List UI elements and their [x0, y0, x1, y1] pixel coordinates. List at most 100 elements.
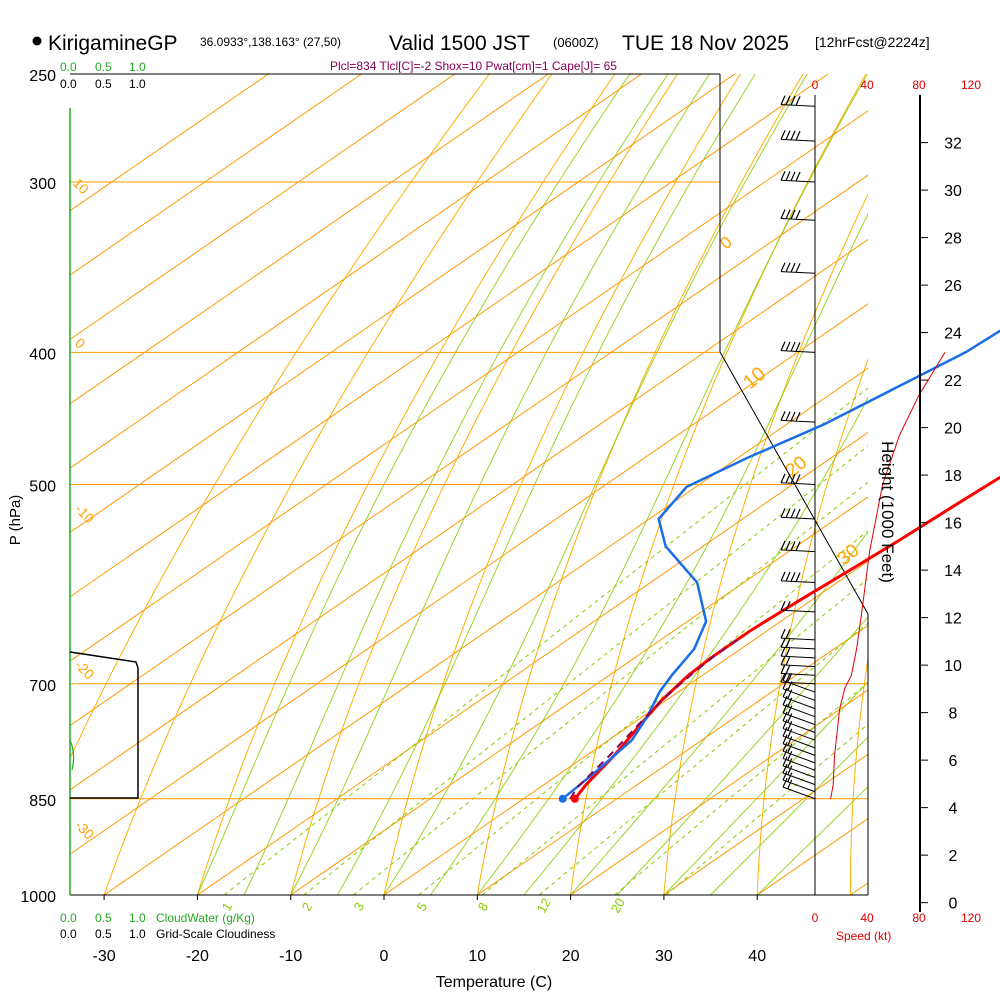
- wind-barb-flag: [785, 508, 791, 518]
- wind-barb-flag: [782, 734, 788, 744]
- surface-temperature-point: [570, 794, 579, 803]
- wind-barb-flag: [780, 209, 786, 219]
- height-tick-label: 30: [944, 183, 962, 200]
- isotherm-label: -30: [72, 817, 98, 843]
- wind-barb-flag: [782, 777, 788, 788]
- height-tick-label: 6: [949, 753, 958, 770]
- moist-adiabat-line: [710, 736, 868, 895]
- height-tick-label: 18: [944, 468, 962, 485]
- wind-speed-tick-bottom: 80: [912, 911, 926, 925]
- station-coords: 36.0933°,138.163° (27,50): [200, 35, 341, 49]
- wind-barbs: [780, 95, 816, 800]
- wind-barb-flag: [785, 341, 791, 352]
- wind-barb-flag: [785, 571, 791, 582]
- moist-adiabat-line: [336, 74, 756, 895]
- wind-barb-staff: [782, 758, 816, 771]
- wind-barb-flag: [782, 695, 788, 706]
- dry-adiabat-line: [196, 74, 616, 895]
- wind-barb-flag: [780, 672, 786, 683]
- moist-adiabat-line: [570, 530, 868, 895]
- top-cloudiness-tick: 1.0: [129, 77, 146, 91]
- isotherm-label: 10: [70, 175, 92, 197]
- wind-barb-flag: [795, 210, 801, 220]
- wind-barb-staff: [781, 350, 816, 353]
- dry-adiabats: [70, 74, 868, 895]
- top-cloudwater-scale: 0.0 0.5 1.0 0.0 0.5 1.0: [60, 60, 146, 91]
- pressure-tick-label: 300: [29, 176, 56, 193]
- wind-barb-staff: [782, 779, 816, 793]
- height-tick-label: 20: [944, 421, 962, 438]
- wind-barb-flag: [787, 736, 793, 746]
- wind-barb-flag: [785, 638, 791, 648]
- wind-barb-flag: [785, 262, 791, 273]
- isotherm-line: [70, 74, 362, 276]
- pressure-tick-label: 250: [29, 68, 56, 85]
- wind-barb-staff: [782, 786, 816, 800]
- mixing-ratio-labels: 1 2 3 5 8 12 20: [219, 895, 628, 915]
- wind-barb-flag: [795, 411, 801, 422]
- temperature-axis: -30 -20 -10 0 10 20 30 40: [93, 895, 766, 965]
- wind-barb-flag: [790, 95, 796, 106]
- wind-speed-tick-top: 80: [912, 78, 926, 92]
- isotherm-line: [70, 74, 549, 405]
- wind-barb-staff: [781, 138, 816, 142]
- wind-barb-flag: [780, 508, 786, 518]
- wind-barb-flag: [780, 130, 786, 140]
- mixing-ratio-line: [418, 530, 868, 895]
- height-tick-label: 14: [944, 563, 962, 580]
- cloudwater-title: CloudWater (g/Kg): [156, 911, 255, 925]
- wind-barb-flag: [787, 765, 793, 775]
- wind-barb-staff: [782, 688, 816, 701]
- wind-barb-flag: [782, 756, 788, 767]
- wind-barb-staff: [782, 750, 816, 764]
- cloudiness-profile: [69, 651, 139, 799]
- wind-barb-flag: [795, 474, 801, 484]
- wind-speed-line: [830, 352, 946, 799]
- mixing-ratio-label: 8: [475, 900, 492, 914]
- mixing-ratio-label: 3: [351, 900, 368, 914]
- dry-adiabat-line: [663, 193, 868, 895]
- wind-barb-staff: [782, 704, 816, 718]
- temperature-tick-label: -20: [186, 948, 209, 965]
- temperature-tick-label: 0: [380, 948, 389, 965]
- height-tick-label: 2: [949, 848, 958, 865]
- mixing-ratio-line: [481, 578, 868, 895]
- wind-speed-tick-bottom: 40: [860, 911, 874, 925]
- wind-barb-staff: [781, 664, 816, 668]
- mixing-ratio-line: [303, 445, 868, 895]
- height-tick-label: 22: [944, 373, 962, 390]
- wind-barb-flag: [780, 171, 786, 181]
- wind-barb-staff: [781, 419, 816, 423]
- wind-barb-flag: [787, 705, 793, 715]
- wind-barb-flag: [787, 743, 793, 754]
- wind-barb-flag: [785, 209, 791, 219]
- moist-adiabat-line: [663, 681, 868, 895]
- mixing-ratio-label: 12: [534, 895, 554, 915]
- moist-adiabat-line: [476, 212, 868, 895]
- moist-adiabat-line: [616, 616, 868, 895]
- moist-adiabats: [196, 74, 868, 895]
- wind-barb-flag: [787, 672, 793, 683]
- height-tick-label: 16: [944, 516, 962, 533]
- height-tick-label: 28: [944, 231, 962, 248]
- dry-adiabat-line: [70, 74, 490, 760]
- wind-speed-tick-bottom: 0: [812, 911, 819, 925]
- isotherm-line: [70, 74, 456, 341]
- bottom-cloudiness-tick: 0.0: [60, 927, 77, 941]
- height-tick-label: 8: [949, 706, 958, 723]
- wind-speed-title: Speed (kt): [836, 929, 891, 943]
- sounding-series: [558, 329, 1000, 803]
- wind-barb-staff: [781, 104, 816, 107]
- temperature-tick-label: -10: [279, 948, 302, 965]
- wind-barb-flag: [790, 508, 796, 519]
- isotherm-line: [570, 689, 868, 895]
- wind-barb-flag: [795, 572, 801, 582]
- wind-barb-flag: [787, 751, 793, 761]
- dry-adiabat-line: [103, 74, 553, 895]
- x-axis-label: Temperature (C): [436, 974, 552, 991]
- wind-barb-flag: [785, 647, 791, 657]
- wind-barb-flag: [780, 600, 786, 611]
- wind-barb-flag: [782, 719, 788, 729]
- temperature-tick-label: 10: [468, 948, 486, 965]
